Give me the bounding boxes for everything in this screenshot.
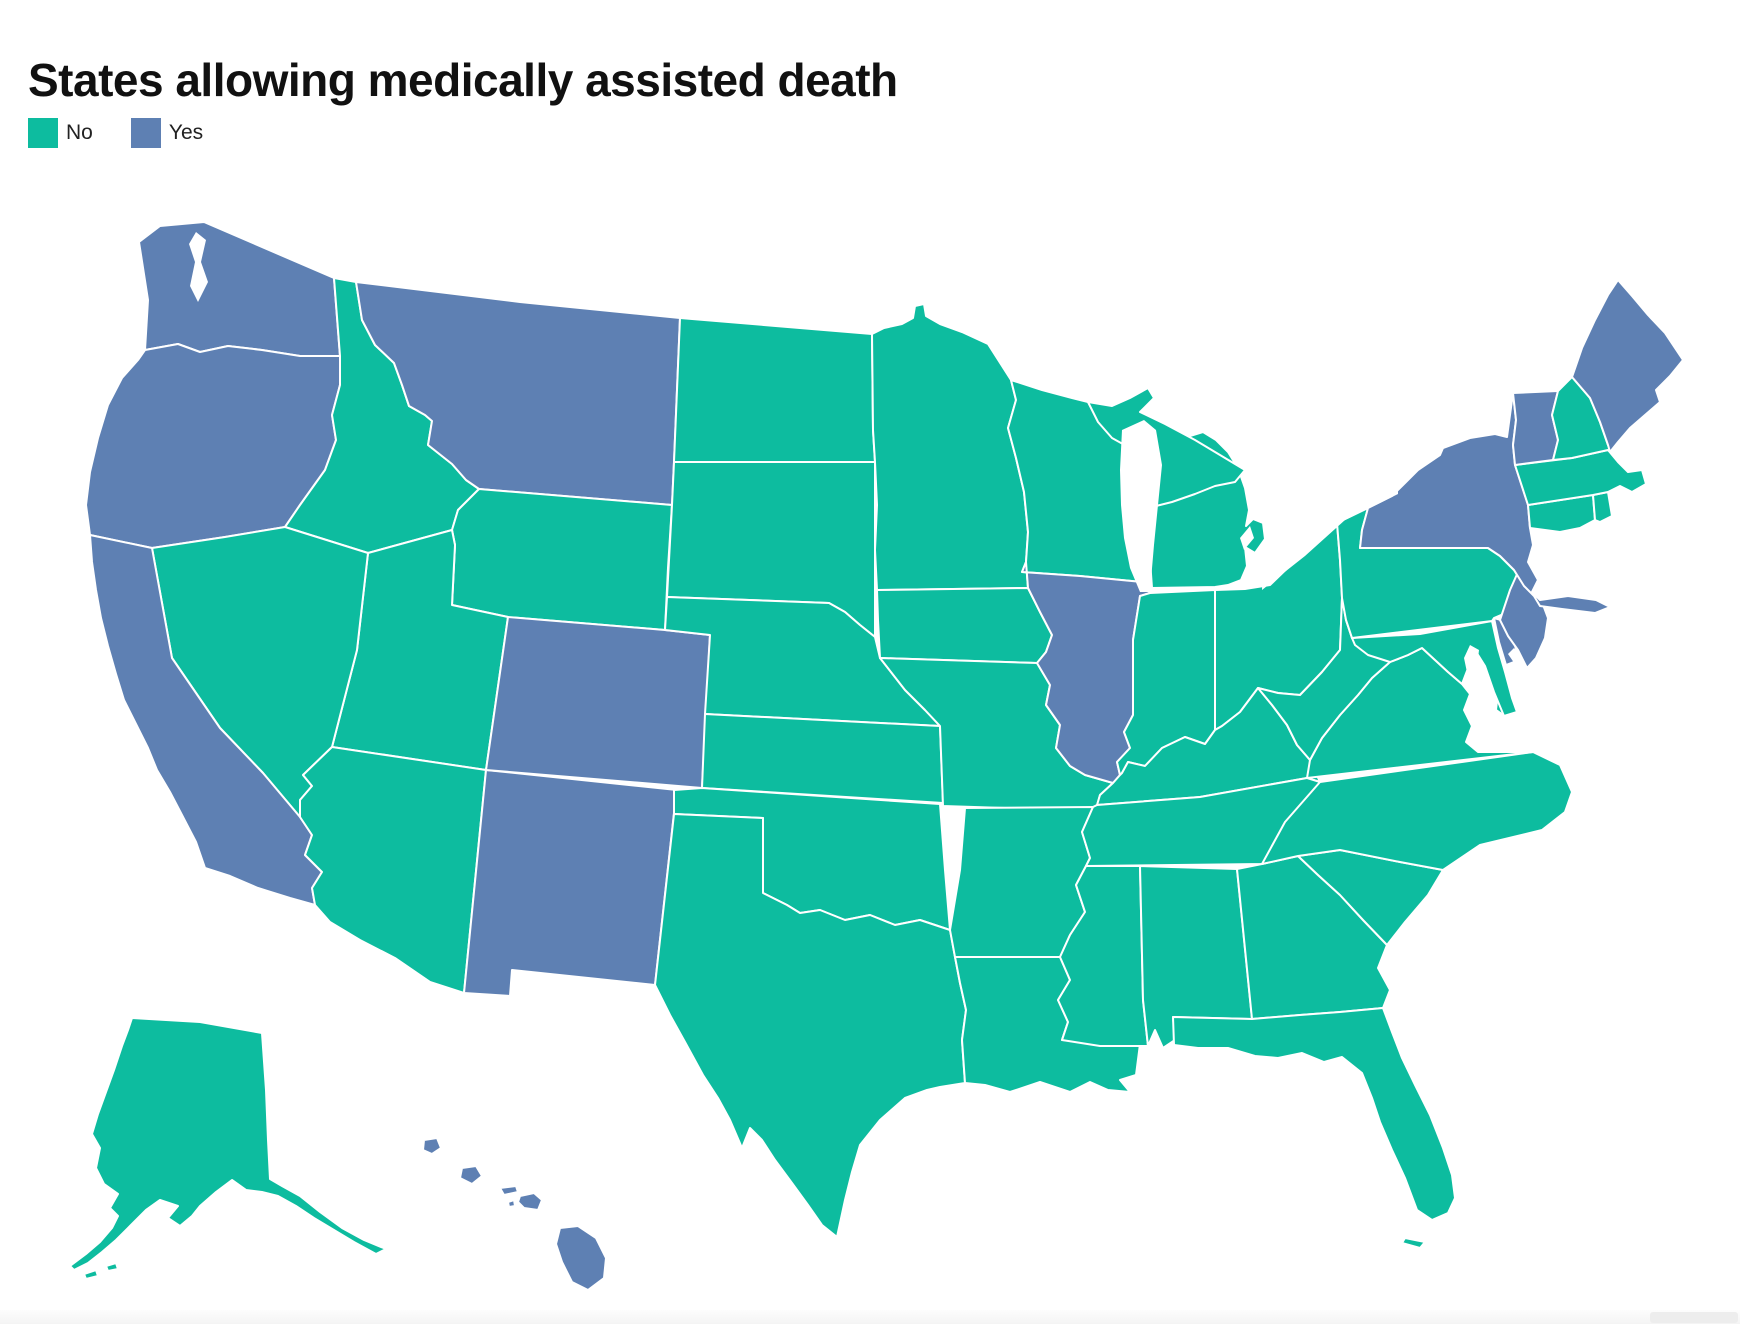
- legend-item-yes: Yes: [130, 118, 204, 148]
- state-minnesota[interactable]: [871, 303, 1029, 591]
- state-hawaii-lanai[interactable]: [507, 1199, 516, 1208]
- chesapeake-bay-water: [1464, 645, 1492, 734]
- state-colorado[interactable]: [485, 616, 711, 789]
- lake-erie-water: [1262, 445, 1398, 590]
- state-alaska-aleutian-island[interactable]: [105, 1262, 119, 1272]
- delaware-bay-water: [1508, 648, 1524, 670]
- state-north-carolina[interactable]: [1261, 751, 1573, 871]
- state-florida[interactable]: [1172, 1007, 1456, 1221]
- state-vermont[interactable]: [1512, 390, 1559, 466]
- state-hawaii-kauai[interactable]: [422, 1137, 442, 1155]
- state-new-mexico[interactable]: [463, 769, 678, 997]
- saginaw-bay-water: [1240, 526, 1254, 550]
- state-hawaii-molokai[interactable]: [499, 1185, 519, 1196]
- state-washington[interactable]: [138, 221, 341, 357]
- state-iowa[interactable]: [876, 587, 1053, 664]
- legend-label-no: No: [66, 121, 93, 144]
- legend-swatch-yes: [130, 118, 161, 148]
- state-hawaii-maui[interactable]: [517, 1192, 543, 1211]
- legend: No Yes: [28, 118, 203, 148]
- footer-scrollbar[interactable]: [1650, 1312, 1738, 1323]
- states-layer: [69, 221, 1684, 1291]
- legend-label-yes: Yes: [168, 121, 204, 144]
- state-wyoming[interactable]: [451, 488, 673, 631]
- footer-strip: [0, 1310, 1740, 1324]
- state-florida-keys[interactable]: [1401, 1237, 1426, 1249]
- page-title: States allowing medically assisted death: [28, 53, 898, 106]
- state-hawaii-big-island[interactable]: [555, 1225, 607, 1291]
- puget-sound-water: [189, 232, 208, 302]
- legend-swatch-no: [28, 118, 58, 148]
- water-layer: [189, 232, 1524, 734]
- state-rhode-island[interactable]: [1592, 491, 1613, 523]
- state-alaska-aleutian-island[interactable]: [83, 1269, 99, 1280]
- state-new-york[interactable]: [1359, 392, 1611, 614]
- state-maine[interactable]: [1571, 279, 1684, 453]
- state-maryland[interactable]: [1351, 620, 1518, 717]
- state-california[interactable]: [89, 534, 323, 906]
- state-north-dakota[interactable]: [673, 317, 876, 463]
- green-bay-water: [1130, 458, 1148, 506]
- state-texas[interactable]: [654, 813, 967, 1238]
- state-arizona[interactable]: [299, 746, 487, 994]
- legend-item-no: No: [28, 118, 93, 148]
- state-alaska[interactable]: [69, 1017, 387, 1271]
- state-hawaii-oahu[interactable]: [459, 1165, 483, 1185]
